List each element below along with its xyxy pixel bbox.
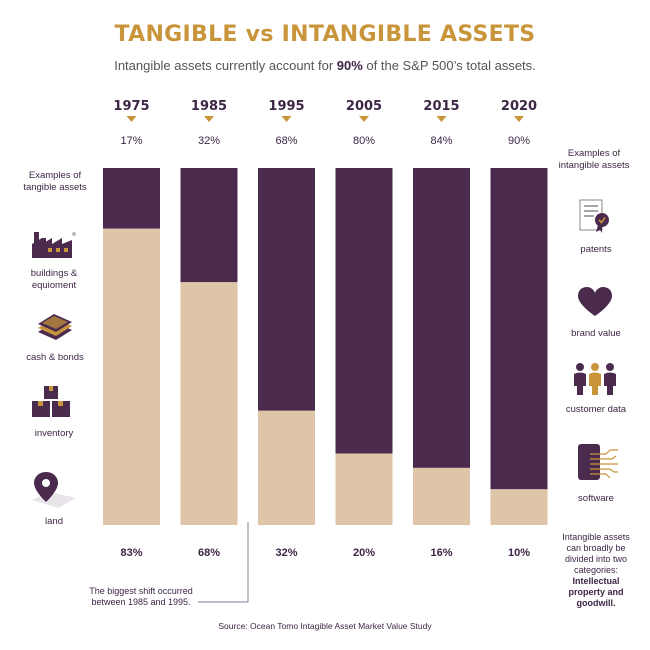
- tangible-label-inventory: inventory: [34, 428, 74, 439]
- tangible-pct-2020: 10%: [508, 547, 530, 559]
- bar-tangible-2005: [335, 453, 393, 525]
- intangible-pct-2015: 84%: [430, 135, 452, 147]
- year-label-1975: 1975: [113, 99, 149, 114]
- intangible-categories-note: Intangible assets can broadly be divided…: [562, 532, 630, 608]
- source-note: Source: Ocean Tomo Intagible Asset Marke…: [218, 621, 432, 631]
- bar-intangible-2020: [490, 168, 548, 490]
- tangible-examples-heading: Examples of tangible assets: [23, 170, 87, 193]
- bar-intangible-1985: [180, 168, 238, 283]
- circuit-icon: [578, 444, 618, 480]
- certificate-icon: [579, 199, 609, 233]
- year-marker-1995: [281, 116, 292, 122]
- shift-callout-line: [198, 522, 249, 603]
- year-label-2015: 2015: [423, 99, 459, 114]
- year-label-2020: 2020: [501, 99, 537, 114]
- factory-icon: [32, 232, 76, 258]
- bar-intangible-2005: [335, 168, 393, 454]
- bar-intangible-1995: [258, 168, 315, 411]
- tangible-label-land: land: [45, 516, 63, 527]
- intangible-pct-1985: 32%: [198, 135, 220, 147]
- intangible-label-customer: customer data: [565, 404, 627, 415]
- map-pin-icon: [32, 472, 76, 508]
- tangible-pct-1975: 83%: [120, 547, 142, 559]
- tangible-pct-2005: 20%: [353, 547, 375, 559]
- chart-subtitle: Intangible assets currently account for …: [114, 58, 536, 73]
- intangible-pct-2020: 90%: [508, 135, 530, 147]
- tangible-label-buildings: buildings & equioment: [30, 268, 78, 291]
- intangible-examples-heading: Examples of intangible assets: [558, 148, 630, 171]
- bar-intangible-1975: [103, 168, 160, 229]
- tangible-pct-1995: 32%: [275, 547, 297, 559]
- intangible-pct-1975: 17%: [120, 135, 142, 147]
- year-marker-2015: [436, 116, 447, 122]
- bar-intangible-2015: [413, 168, 470, 468]
- intangible-label-patents: patents: [580, 244, 612, 255]
- bar-tangible-1985: [180, 282, 238, 525]
- tangible-label-cash: cash & bonds: [26, 352, 84, 363]
- tangible-pct-1985: 68%: [198, 547, 220, 559]
- intangible-pct-1995: 68%: [275, 135, 297, 147]
- year-marker-1985: [204, 116, 214, 122]
- tangible-pct-2015: 16%: [430, 547, 452, 559]
- bar-tangible-2015: [413, 467, 470, 525]
- intangible-pct-2005: 80%: [353, 135, 375, 147]
- year-marker-2020: [514, 116, 524, 122]
- year-marker-1975: [126, 116, 137, 122]
- boxes-icon: [32, 386, 70, 417]
- bar-tangible-1995: [258, 410, 315, 525]
- year-label-1985: 1985: [191, 99, 227, 114]
- year-marker-2005: [359, 116, 369, 122]
- intangible-label-brand: brand value: [571, 328, 621, 339]
- intangible-label-software: software: [578, 493, 614, 504]
- year-label-1995: 1995: [268, 99, 304, 114]
- heart-icon: [578, 287, 612, 316]
- bar-tangible-2020: [490, 489, 548, 525]
- shift-note: The biggest shift occurred between 1985 …: [89, 586, 193, 607]
- bar-tangible-1975: [103, 228, 160, 525]
- chart-title: TANGIBLE vs INTANGIBLE ASSETS: [114, 22, 536, 47]
- year-label-2005: 2005: [346, 99, 382, 114]
- cash-stack-icon: [38, 314, 72, 340]
- people-icon: [574, 363, 616, 395]
